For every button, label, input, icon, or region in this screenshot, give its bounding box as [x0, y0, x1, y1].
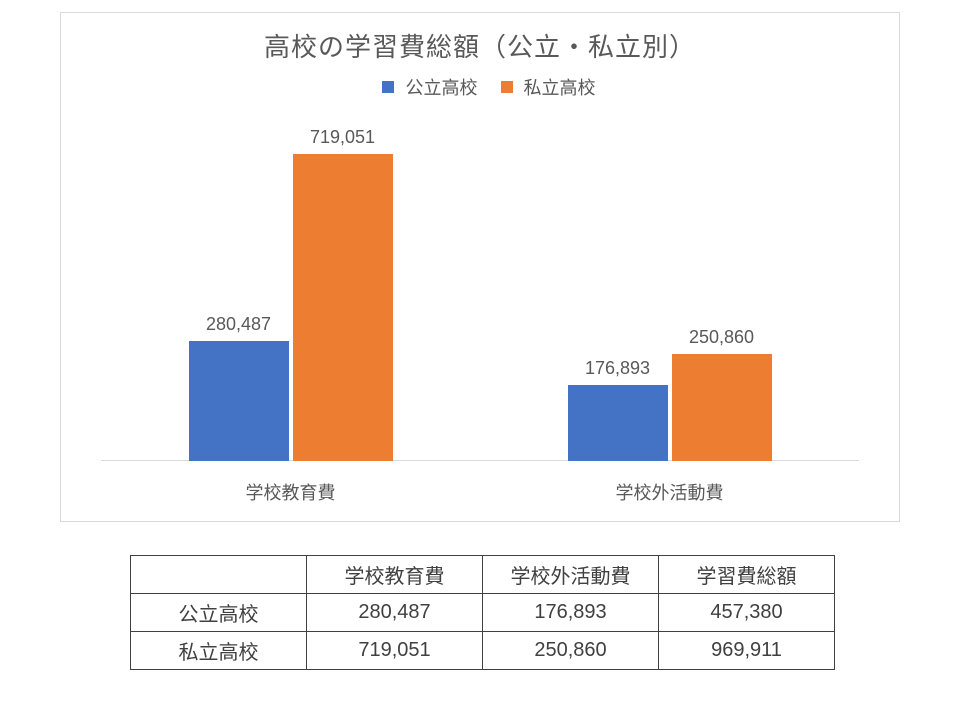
- bar-0-1: [293, 154, 393, 461]
- table-cell: 969,911: [659, 632, 835, 670]
- legend-swatch-1: [501, 81, 513, 93]
- chart-legend: 公立高校 私立高校: [61, 74, 899, 100]
- page: 高校の学習費総額（公立・私立別） 公立高校 私立高校 280,487: [0, 0, 960, 720]
- table-col-0: 学校教育費: [307, 556, 483, 594]
- table-header-row: 学校教育費 学校外活動費 学習費総額: [131, 556, 835, 594]
- plot-area: 280,487 719,051 学校教育費 176,893: [101, 121, 859, 461]
- legend-swatch-0: [382, 81, 394, 93]
- category-label-1: 学校外活動費: [480, 461, 859, 505]
- bar-slot-1-0: 176,893: [568, 385, 668, 461]
- chart-card: 高校の学習費総額（公立・私立別） 公立高校 私立高校 280,487: [60, 12, 900, 522]
- chart-title: 高校の学習費総額（公立・私立別）: [61, 27, 899, 64]
- data-table: 学校教育費 学校外活動費 学習費総額 公立高校 280,487 176,893 …: [130, 555, 835, 670]
- table-cell: 457,380: [659, 594, 835, 632]
- bar-1-1: [672, 354, 772, 461]
- bar-1-0: [568, 385, 668, 461]
- table-cell: 250,860: [483, 632, 659, 670]
- bar-slot-0-1: 719,051: [293, 154, 393, 461]
- table-empty-corner: [131, 556, 307, 594]
- bar-label-1-1: 250,860: [689, 327, 754, 348]
- table-row-header-1: 私立高校: [131, 632, 307, 670]
- bar-0-0: [189, 341, 289, 461]
- table-col-2: 学習費総額: [659, 556, 835, 594]
- bar-slot-0-0: 280,487: [189, 341, 289, 461]
- category-label-0: 学校教育費: [101, 461, 480, 505]
- bar-slot-1-1: 250,860: [672, 354, 772, 461]
- bar-label-0-0: 280,487: [206, 314, 271, 335]
- bar-label-1-0: 176,893: [585, 358, 650, 379]
- table-cell: 719,051: [307, 632, 483, 670]
- table-row-header-0: 公立高校: [131, 594, 307, 632]
- table-row: 私立高校 719,051 250,860 969,911: [131, 632, 835, 670]
- table-cell: 176,893: [483, 594, 659, 632]
- category-group-0: 280,487 719,051 学校教育費: [101, 121, 480, 461]
- legend-label-1: 私立高校: [524, 78, 596, 98]
- table-cell: 280,487: [307, 594, 483, 632]
- category-group-1: 176,893 250,860 学校外活動費: [480, 121, 859, 461]
- table-col-1: 学校外活動費: [483, 556, 659, 594]
- legend-label-0: 公立高校: [405, 78, 477, 98]
- table-row: 公立高校 280,487 176,893 457,380: [131, 594, 835, 632]
- bar-label-0-1: 719,051: [310, 127, 375, 148]
